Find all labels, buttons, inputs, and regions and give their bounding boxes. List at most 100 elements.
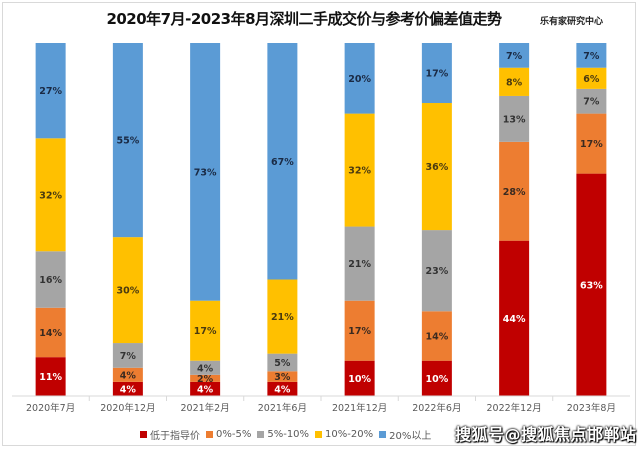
legend-swatch xyxy=(379,431,387,438)
bar-segment xyxy=(35,43,66,139)
data-label: 10% xyxy=(348,374,371,385)
data-label: 27% xyxy=(39,86,62,97)
chart-title: 2020年7月-2023年8月深圳二手成交价与参考价偏差值走势 xyxy=(0,8,640,29)
bar-segment xyxy=(421,43,452,104)
data-label: 8% xyxy=(506,77,523,88)
data-label: 4% xyxy=(197,384,214,395)
bar-segment xyxy=(190,374,221,382)
legend-label: 5%-10% xyxy=(267,429,310,440)
data-label: 63% xyxy=(580,280,603,291)
bar-segment xyxy=(267,279,298,354)
legend-item: 20%以上 xyxy=(379,427,431,442)
data-label: 7% xyxy=(583,97,600,108)
bar-segment xyxy=(499,43,530,68)
chart-title-text: 2020年7月-2023年8月深圳二手成交价与参考价偏差值走势 xyxy=(106,10,502,28)
data-label: 21% xyxy=(348,259,371,270)
data-label: 2% xyxy=(197,374,214,385)
bar-segment xyxy=(112,343,143,368)
x-tick-label: 2022年6月 xyxy=(412,402,461,414)
data-label: 28% xyxy=(503,187,526,198)
bar-segment xyxy=(421,230,452,312)
data-label: 73% xyxy=(194,167,217,178)
x-tick-label: 2020年12月 xyxy=(100,402,155,414)
bar-segment xyxy=(35,307,66,358)
watermark-text: 搜狐号@搜狐焦点邯郸站 xyxy=(455,425,637,444)
bar-segment xyxy=(344,113,375,227)
legend-item: 5%-10% xyxy=(257,429,309,440)
bar-segment xyxy=(267,381,298,396)
bar-segment xyxy=(112,237,143,344)
data-label: 23% xyxy=(426,266,449,277)
bar-segment xyxy=(267,43,298,280)
bar-segment xyxy=(421,311,452,361)
chart-frame xyxy=(2,2,636,446)
bar-segment xyxy=(576,113,607,174)
bar-segment xyxy=(190,360,221,375)
x-tick-label: 2021年6月 xyxy=(258,402,307,414)
bar-segment xyxy=(35,138,66,252)
data-label: 5% xyxy=(274,358,291,369)
legend-item: 低于指导价 xyxy=(140,427,200,442)
data-label: 32% xyxy=(39,190,62,201)
data-label: 55% xyxy=(117,136,140,147)
x-tick-label: 2021年12月 xyxy=(332,402,387,414)
bar-segment xyxy=(576,88,607,114)
bar-segment xyxy=(499,95,530,142)
data-label: 17% xyxy=(348,326,371,337)
legend-label: 10%-20% xyxy=(325,429,374,440)
data-label: 6% xyxy=(583,74,600,85)
brand-label: 乐有家研究中心 xyxy=(540,17,604,27)
data-label: 13% xyxy=(503,114,526,125)
bars-group: 11%14%16%32%27%4%4%7%30%55%4%2%4%17%73%4… xyxy=(35,43,607,396)
data-label: 4% xyxy=(197,363,214,374)
legend-swatch xyxy=(257,431,265,438)
data-label: 14% xyxy=(426,331,449,342)
legend: 低于指导价 0%-5% 5%-10% 10%-20% 20%以上 xyxy=(140,427,431,442)
x-tick-label: 2021年2月 xyxy=(181,402,230,414)
data-label: 4% xyxy=(120,370,137,381)
bar-segment xyxy=(499,67,530,96)
legend-label: 0%-5% xyxy=(216,429,252,440)
data-label: 4% xyxy=(274,384,291,395)
bar-segment xyxy=(190,43,221,301)
legend-item: 0%-5% xyxy=(206,429,251,440)
data-label: 44% xyxy=(503,314,526,325)
bar-segment xyxy=(576,67,607,89)
bar-segment xyxy=(190,381,221,396)
bar-segment xyxy=(112,43,143,238)
data-label: 17% xyxy=(426,69,449,80)
x-tick-label: 2020年7月 xyxy=(26,402,75,414)
bar-segment xyxy=(576,173,607,396)
data-label: 4% xyxy=(120,384,137,395)
bar-segment xyxy=(344,43,375,114)
bar-segment xyxy=(35,251,66,308)
bar-segment xyxy=(112,381,143,396)
data-label: 67% xyxy=(271,157,294,168)
data-label: 10% xyxy=(426,374,449,385)
bar-segment xyxy=(576,43,607,68)
data-label: 11% xyxy=(39,372,62,383)
data-label: 36% xyxy=(426,162,449,173)
bar-segment xyxy=(267,353,298,372)
data-label: 16% xyxy=(39,275,62,286)
legend-swatch xyxy=(315,431,323,438)
bar-segment xyxy=(35,357,66,396)
legend-label: 低于指导价 xyxy=(150,431,200,442)
data-label: 7% xyxy=(583,51,600,62)
bar-segment xyxy=(421,103,452,231)
x-ticks-group: 2020年7月 2020年12月 2021年2月 2021年6月 2021年12月 202… xyxy=(26,396,616,414)
bar-segment xyxy=(344,226,375,301)
data-label: 7% xyxy=(120,351,137,362)
legend-swatch xyxy=(206,431,213,438)
bar-segment xyxy=(267,371,298,382)
data-label: 21% xyxy=(271,312,294,323)
bar-segment xyxy=(421,360,452,396)
x-tick-label: 2022年12月 xyxy=(486,402,541,414)
legend-item: 10%-20% xyxy=(315,429,373,440)
bar-segment xyxy=(190,300,221,361)
bar-segment xyxy=(499,240,530,396)
data-label: 32% xyxy=(348,166,371,177)
bar-segment xyxy=(112,367,143,382)
data-label: 17% xyxy=(194,326,217,337)
